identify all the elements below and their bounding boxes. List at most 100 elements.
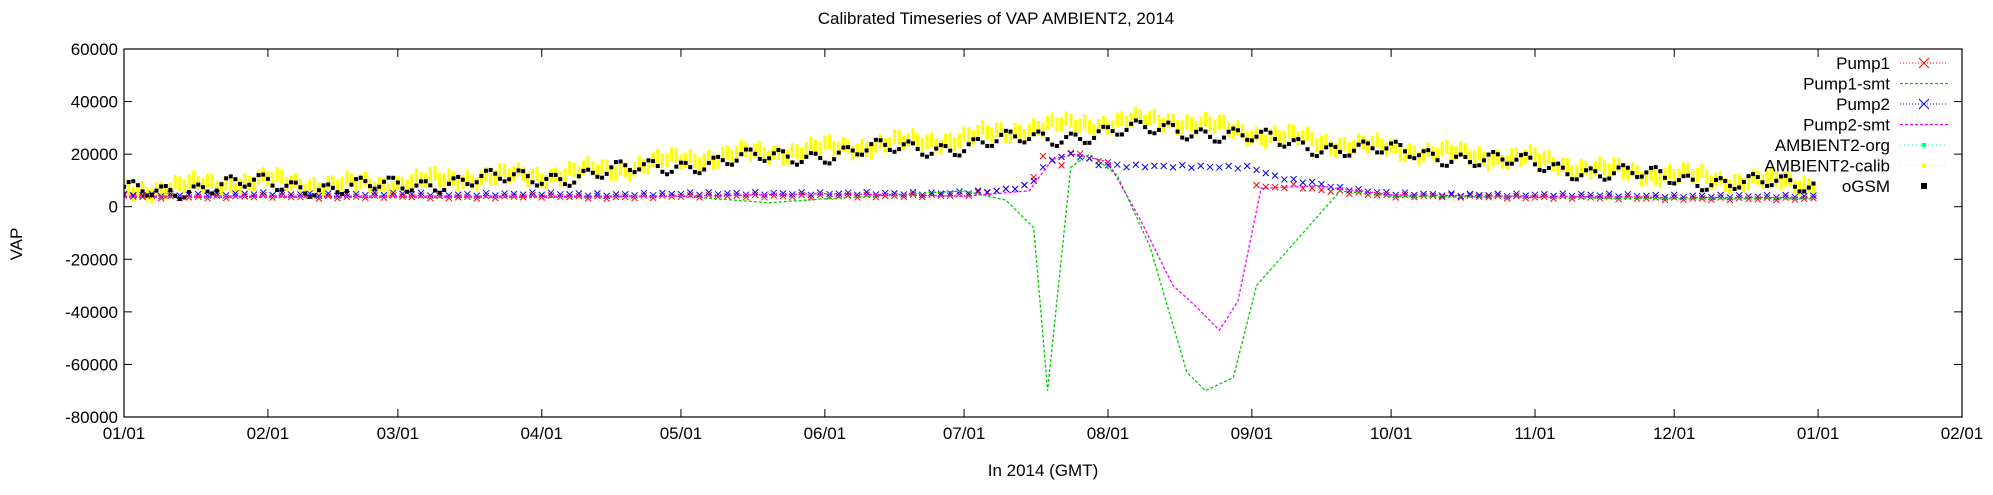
series-ogsm-point: [367, 184, 372, 189]
series-pump1-point: [1670, 194, 1678, 201]
series-pump1-point: [724, 192, 731, 200]
series-ogsm-point: [154, 188, 159, 193]
series-ogsm-point: [850, 148, 855, 153]
series-pump2-point: [1243, 162, 1251, 170]
series-ogsm-point: [470, 183, 475, 188]
series-ogsm-point: [757, 156, 762, 161]
series-ogsm-point: [1435, 158, 1440, 163]
series-ogsm-point: [465, 182, 470, 187]
legend-label: AMBIENT2-org: [1775, 136, 1890, 155]
series-ogsm-point: [1296, 137, 1301, 142]
x-tick-label: 01/01: [1797, 424, 1840, 443]
series-pump1-point: [1494, 192, 1502, 200]
series-ogsm-point: [720, 158, 725, 163]
series-ogsm-point: [1226, 129, 1231, 134]
series-ogsm-point: [976, 136, 981, 141]
series-ogsm-point: [168, 187, 173, 192]
legend-marker: [1922, 163, 1926, 168]
series-ogsm-point: [428, 183, 433, 188]
series-ogsm-point: [632, 170, 637, 175]
series-ogsm-point: [567, 183, 572, 188]
series-ogsm-point: [1472, 163, 1477, 168]
series-ogsm-point: [1398, 142, 1403, 147]
series-ogsm-point: [915, 146, 920, 151]
series-ogsm-point: [298, 185, 303, 190]
series-ogsm-point: [1746, 174, 1751, 179]
series-ogsm-point: [1676, 178, 1681, 183]
series-ogsm-point: [1356, 142, 1361, 147]
series-ogsm-point: [920, 152, 925, 157]
y-tick-label: 20000: [71, 145, 118, 164]
y-tick-label: 60000: [71, 40, 118, 59]
x-tick-label: 10/01: [1370, 424, 1413, 443]
series-ogsm-point: [776, 147, 781, 152]
series-ogsm-point: [911, 141, 916, 146]
series-pump2-point: [362, 191, 369, 199]
series-ogsm-point: [1129, 121, 1134, 126]
series-ogsm-point: [1514, 157, 1519, 162]
series-ogsm-point: [818, 156, 823, 161]
series-ogsm-point: [1639, 174, 1644, 179]
series-ogsm-point: [1597, 174, 1602, 179]
series-ogsm-point: [1096, 129, 1101, 134]
series-ogsm-point: [535, 183, 540, 188]
series-ogsm-point: [1797, 189, 1802, 194]
series-pump1-point: [872, 193, 880, 201]
series-ogsm-point: [381, 179, 386, 184]
legend-marker: [1918, 57, 1930, 69]
series-pump2-point: [1123, 163, 1130, 171]
x-tick-label: 01/01: [103, 424, 146, 443]
series-ogsm-point: [1519, 153, 1524, 158]
series-ogsm-point: [205, 189, 210, 194]
series-ogsm-point: [1347, 153, 1352, 158]
series-pump2-point: [1206, 163, 1214, 171]
series-ogsm-point: [558, 177, 563, 182]
series-ogsm-point: [530, 180, 535, 185]
series-pump2-point: [556, 191, 564, 198]
series-ogsm-point: [1189, 134, 1194, 139]
series-ogsm-point: [1087, 140, 1092, 145]
x-tick-label: 02/01: [247, 424, 290, 443]
series-ogsm-point: [354, 177, 359, 182]
series-pump2-point: [1151, 162, 1158, 170]
series-pump2-point: [1216, 164, 1223, 171]
series-ogsm-point: [1718, 176, 1723, 181]
series-ogsm-point: [725, 162, 730, 167]
series-ogsm-point: [484, 168, 489, 173]
series-pump2-point: [371, 189, 378, 197]
series-ogsm-point: [613, 160, 618, 165]
series-pump1-point: [454, 193, 462, 201]
series-ogsm-point: [743, 147, 748, 152]
series-ogsm-point: [335, 190, 340, 195]
series-ogsm-point: [618, 159, 623, 164]
series-ogsm-point: [878, 138, 883, 143]
legend-label: Pump1: [1836, 54, 1890, 73]
series-ogsm-point: [957, 153, 962, 158]
series-ogsm-point: [1198, 127, 1203, 132]
series-ogsm-point: [349, 182, 354, 187]
series-ogsm-point: [576, 174, 581, 179]
series-pump2-point: [807, 191, 815, 199]
series-ogsm-point: [1811, 181, 1816, 186]
series-ogsm-point: [493, 171, 498, 176]
series-ogsm-point: [377, 184, 382, 189]
series-pump1-point: [426, 194, 434, 202]
series-ogsm-point: [1649, 165, 1654, 170]
series-ogsm-point: [813, 151, 818, 156]
series-ogsm-point: [1328, 142, 1333, 147]
series-ogsm-point: [400, 186, 405, 191]
series-ogsm-point: [1092, 135, 1097, 140]
series-ogsm-point: [1741, 179, 1746, 184]
series-ogsm-point: [1384, 146, 1389, 151]
series-ogsm-point: [303, 191, 308, 196]
series-ogsm-point: [1059, 140, 1064, 145]
series-ogsm-point: [934, 146, 939, 151]
series-ogsm-point: [1338, 149, 1343, 154]
series-ogsm-point: [1017, 139, 1022, 144]
series-ogsm-point: [623, 163, 628, 168]
series-ogsm-point: [1143, 125, 1148, 130]
series-ogsm-point: [846, 145, 851, 150]
series-pump1-point: [761, 193, 768, 201]
